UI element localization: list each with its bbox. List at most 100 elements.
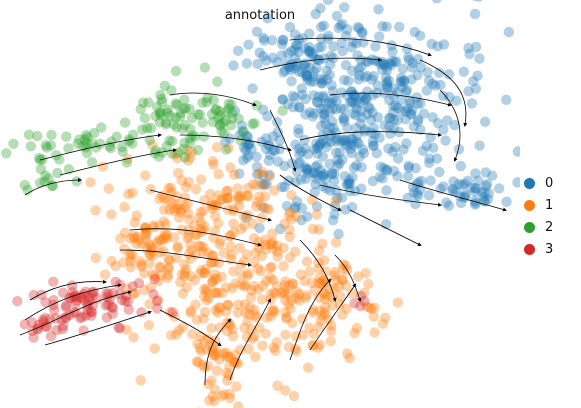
point-cluster-1 <box>156 270 167 281</box>
point-cluster-2 <box>86 138 98 149</box>
point-cluster-0 <box>431 153 443 164</box>
point-cluster-1 <box>174 212 185 223</box>
point-cluster-0 <box>354 151 365 162</box>
point-cluster-1 <box>264 171 275 182</box>
point-cluster-0 <box>368 71 379 82</box>
point-cluster-0 <box>308 48 319 59</box>
point-cluster-1 <box>193 212 205 223</box>
point-cluster-1 <box>256 250 267 262</box>
point-cluster-1 <box>180 264 192 275</box>
point-cluster-2 <box>139 113 151 124</box>
point-cluster-0 <box>347 202 358 213</box>
point-cluster-1 <box>292 286 303 297</box>
point-cluster-2 <box>137 124 148 135</box>
point-cluster-1 <box>272 380 283 391</box>
point-cluster-0 <box>304 62 315 73</box>
point-cluster-0 <box>337 134 348 146</box>
point-cluster-0 <box>421 85 432 96</box>
point-cluster-0 <box>286 76 297 87</box>
streamline <box>204 318 232 386</box>
point-cluster-2 <box>186 112 198 124</box>
point-cluster-1 <box>327 300 338 311</box>
point-cluster-0 <box>437 90 449 102</box>
point-cluster-1 <box>194 268 206 279</box>
point-cluster-1 <box>234 200 245 212</box>
point-cluster-2 <box>153 151 165 162</box>
point-cluster-1 <box>342 348 353 359</box>
point-cluster-0 <box>294 101 305 113</box>
point-cluster-1 <box>317 238 328 249</box>
point-cluster-0 <box>403 52 414 63</box>
point-cluster-1 <box>176 175 187 186</box>
point-cluster-1 <box>138 284 150 296</box>
point-cluster-0 <box>345 133 357 144</box>
point-cluster-0 <box>318 135 329 146</box>
point-cluster-1 <box>90 252 102 264</box>
point-cluster-0 <box>240 145 251 156</box>
velocity-streamlines <box>19 37 507 386</box>
point-cluster-1 <box>266 305 278 317</box>
point-cluster-1 <box>145 245 157 256</box>
point-cluster-0 <box>312 169 323 180</box>
point-cluster-2 <box>22 184 33 196</box>
point-cluster-1 <box>283 298 295 310</box>
point-cluster-0 <box>401 84 413 96</box>
point-cluster-0 <box>264 140 275 152</box>
point-cluster-0 <box>284 61 296 73</box>
point-cluster-0 <box>276 181 287 193</box>
point-cluster-1 <box>128 232 140 244</box>
point-cluster-1 <box>284 252 296 263</box>
point-cluster-1 <box>239 299 251 310</box>
point-cluster-1 <box>340 260 352 272</box>
point-cluster-0 <box>388 100 399 112</box>
point-cluster-0 <box>382 164 393 176</box>
point-cluster-2 <box>179 119 191 131</box>
point-cluster-0 <box>320 118 331 130</box>
point-cluster-0 <box>396 94 407 106</box>
point-cluster-0 <box>353 74 364 85</box>
point-cluster-2 <box>61 131 72 142</box>
point-cluster-0 <box>415 62 427 73</box>
point-cluster-1 <box>163 195 174 206</box>
point-cluster-0 <box>364 103 376 114</box>
point-cluster-0 <box>400 86 412 97</box>
point-cluster-0 <box>369 129 381 140</box>
point-cluster-1 <box>176 269 187 280</box>
point-cluster-0 <box>307 50 318 61</box>
point-cluster-1 <box>186 245 197 256</box>
point-cluster-0 <box>308 66 320 78</box>
point-cluster-1 <box>280 276 291 287</box>
point-cluster-0 <box>400 106 412 118</box>
point-cluster-3 <box>65 292 76 304</box>
point-cluster-1 <box>159 228 171 239</box>
streamline <box>329 92 452 107</box>
point-cluster-1 <box>228 266 239 277</box>
point-cluster-0 <box>434 166 445 178</box>
point-cluster-1 <box>258 280 269 291</box>
point-cluster-1 <box>153 234 165 246</box>
point-cluster-2 <box>35 164 47 175</box>
point-cluster-1 <box>190 183 202 195</box>
point-cluster-1 <box>242 316 253 327</box>
point-cluster-1 <box>299 275 310 287</box>
point-cluster-3 <box>148 289 159 300</box>
point-cluster-1 <box>221 325 233 337</box>
point-cluster-0 <box>384 94 395 106</box>
point-cluster-1 <box>232 307 244 318</box>
streamline <box>179 134 292 152</box>
point-cluster-2 <box>137 97 149 108</box>
point-cluster-0 <box>372 80 383 91</box>
legend-label-1: 1 <box>545 197 554 213</box>
point-cluster-1 <box>171 252 182 264</box>
point-cluster-1 <box>211 346 222 357</box>
point-cluster-3 <box>57 287 69 298</box>
point-cluster-0 <box>313 91 324 102</box>
legend-item-1: 1 <box>524 194 553 216</box>
point-cluster-0 <box>304 28 315 39</box>
point-cluster-1 <box>265 239 276 250</box>
point-cluster-1 <box>235 260 247 271</box>
legend-swatch-2 <box>524 221 535 233</box>
streamline <box>169 92 257 107</box>
point-cluster-2 <box>104 141 115 152</box>
point-cluster-0 <box>350 109 362 121</box>
